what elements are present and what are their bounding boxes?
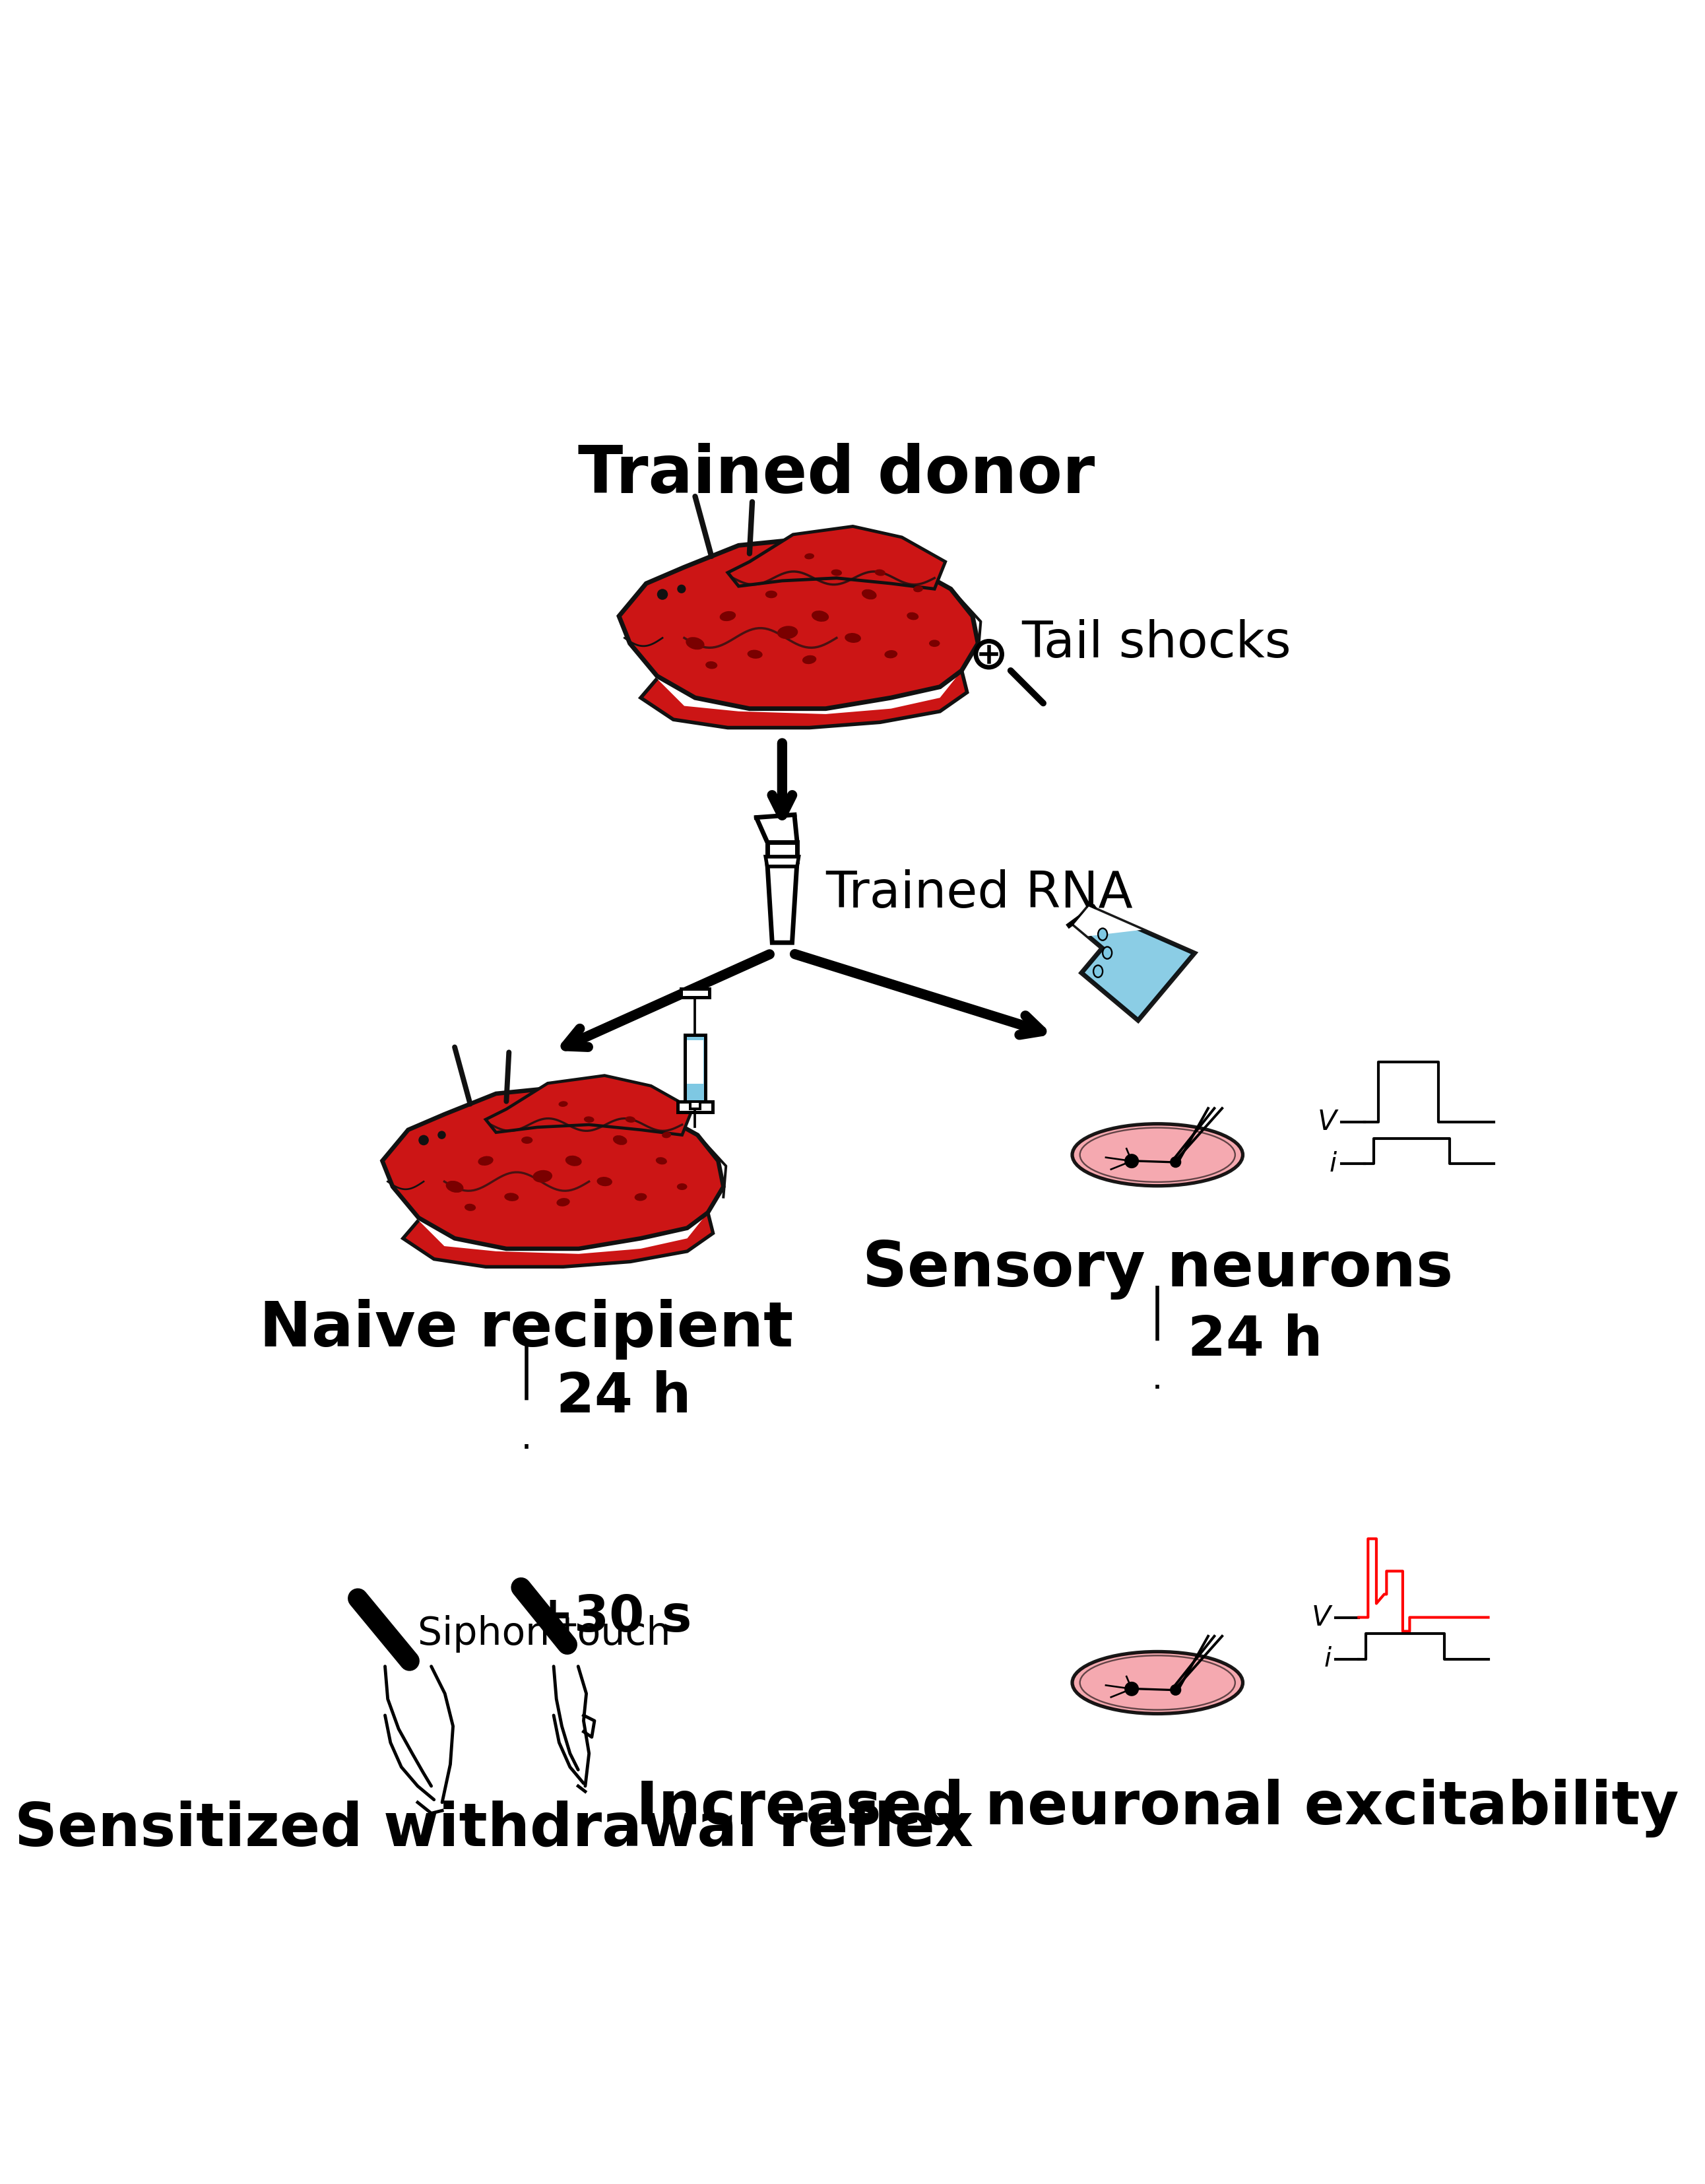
Polygon shape	[641, 670, 967, 727]
Ellipse shape	[914, 585, 922, 592]
Polygon shape	[767, 843, 798, 860]
Ellipse shape	[505, 1192, 518, 1201]
Ellipse shape	[1093, 965, 1103, 976]
Circle shape	[1124, 1682, 1139, 1697]
Ellipse shape	[566, 1155, 581, 1166]
Ellipse shape	[597, 1177, 612, 1186]
Circle shape	[1170, 1684, 1182, 1695]
Text: Trained donor: Trained donor	[578, 443, 1095, 507]
Text: Sensitized withdrawal reflex: Sensitized withdrawal reflex	[14, 1800, 974, 1859]
Text: Increased neuronal excitability: Increased neuronal excitability	[636, 1778, 1679, 1837]
Text: V: V	[1311, 1603, 1332, 1631]
Polygon shape	[728, 526, 945, 590]
Ellipse shape	[1098, 928, 1107, 941]
Ellipse shape	[634, 1192, 646, 1201]
Ellipse shape	[812, 612, 829, 622]
Bar	[691, 1101, 701, 1109]
Polygon shape	[382, 1088, 723, 1249]
Ellipse shape	[626, 1116, 636, 1123]
Circle shape	[418, 1136, 430, 1144]
Bar	[680, 989, 709, 998]
Ellipse shape	[477, 1155, 493, 1166]
Polygon shape	[402, 1212, 713, 1267]
Text: Siphon touch: Siphon touch	[418, 1614, 670, 1653]
Ellipse shape	[803, 655, 817, 664]
Ellipse shape	[445, 1182, 464, 1192]
Ellipse shape	[559, 1101, 568, 1107]
Ellipse shape	[685, 638, 704, 649]
Ellipse shape	[875, 570, 885, 577]
Bar	[687, 1040, 704, 1083]
Circle shape	[438, 1131, 447, 1140]
Ellipse shape	[805, 553, 815, 559]
Ellipse shape	[583, 1116, 593, 1123]
Ellipse shape	[706, 662, 718, 668]
Ellipse shape	[612, 1136, 627, 1144]
Polygon shape	[767, 860, 798, 943]
Ellipse shape	[861, 590, 876, 598]
Text: Sensory neurons: Sensory neurons	[863, 1238, 1453, 1299]
Ellipse shape	[1072, 1125, 1243, 1186]
Ellipse shape	[1103, 948, 1112, 959]
Polygon shape	[1074, 906, 1195, 1020]
Circle shape	[975, 642, 1003, 668]
Text: +30 s: +30 s	[532, 1592, 692, 1642]
Text: Trained RNA: Trained RNA	[825, 869, 1134, 917]
Ellipse shape	[844, 633, 861, 642]
Ellipse shape	[766, 590, 777, 598]
Circle shape	[677, 585, 685, 594]
Circle shape	[1170, 1155, 1182, 1168]
Ellipse shape	[662, 1131, 672, 1138]
Ellipse shape	[929, 640, 939, 646]
Bar	[685, 1035, 706, 1105]
Polygon shape	[619, 539, 979, 708]
Circle shape	[656, 590, 668, 601]
Ellipse shape	[656, 1158, 667, 1164]
Ellipse shape	[532, 1171, 552, 1182]
Polygon shape	[486, 1075, 692, 1136]
Text: i: i	[1323, 1647, 1332, 1673]
Text: 24 h: 24 h	[556, 1369, 691, 1424]
Polygon shape	[766, 856, 798, 867]
Ellipse shape	[747, 651, 762, 660]
Text: 24 h: 24 h	[1187, 1313, 1323, 1367]
Ellipse shape	[464, 1203, 476, 1210]
Text: Tail shocks: Tail shocks	[1021, 618, 1291, 668]
Ellipse shape	[885, 651, 897, 657]
Text: Naive recipient: Naive recipient	[259, 1299, 793, 1358]
Ellipse shape	[720, 612, 737, 620]
Ellipse shape	[907, 612, 919, 620]
Ellipse shape	[777, 627, 798, 640]
Ellipse shape	[830, 570, 842, 577]
Text: V: V	[1318, 1107, 1337, 1136]
Polygon shape	[1074, 906, 1142, 937]
Circle shape	[1124, 1153, 1139, 1168]
Ellipse shape	[1072, 1651, 1243, 1714]
Bar	[677, 1101, 713, 1112]
Ellipse shape	[522, 1136, 532, 1144]
Ellipse shape	[677, 1184, 687, 1190]
Ellipse shape	[556, 1199, 569, 1206]
Text: i: i	[1330, 1151, 1337, 1177]
